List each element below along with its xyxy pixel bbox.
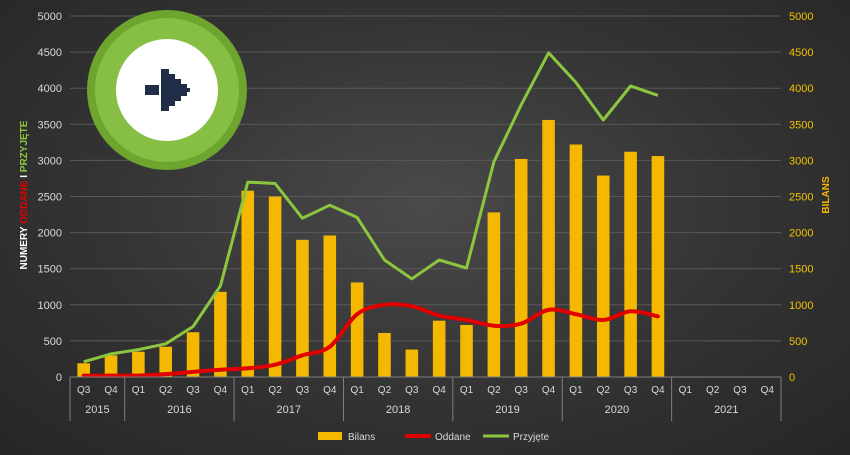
y-left-tick-label: 2000 [38,228,62,240]
bar-bilans [405,349,419,377]
y-right-tick-label: 1500 [789,264,813,276]
y-left-tick-label: 3500 [38,119,62,131]
y-left-tick-label: 4000 [38,83,62,95]
year-label: 2018 [386,404,410,416]
x-tick-label: Q2 [268,385,282,396]
y-axis-left-title: NUMERY ODDANE I PRZYJĘTE [19,120,30,269]
x-tick-label: Q2 [706,385,720,396]
bar-bilans [132,351,145,377]
x-tick-label: Q3 [186,385,200,396]
x-tick-label: Q4 [761,385,775,396]
bar-bilans [296,239,309,377]
x-tick-label: Q3 [77,385,91,396]
x-tick-label: Q3 [733,385,747,396]
x-tick-label: Q3 [296,385,310,396]
x-tick-label: Q2 [159,385,173,396]
y-axis-right-title: BILANS [821,176,832,214]
bar-bilans [487,212,501,377]
y-right-tick-label: 2500 [789,192,813,204]
x-axis-year-labels: 2015 2016 2017 2018 2019 2020 2021 [85,377,739,421]
bar-bilans [350,282,364,377]
y-left-tick-label: 500 [44,336,62,348]
y-right-tick-label: 500 [789,336,807,348]
y-left-tick-label: 1500 [38,264,62,276]
year-label: 2017 [277,404,301,416]
line-przyjete [83,51,659,364]
y-right-tick-label: 4000 [789,83,813,95]
y-left-tick-label: 2500 [38,192,62,204]
y-right-tick-label: 5000 [789,11,813,23]
x-tick-label: Q1 [350,385,364,396]
x-tick-label: Q1 [679,385,693,396]
arrow-right-icon [145,69,190,111]
legend-label: Oddane [435,432,471,443]
legend-swatch-bilans [318,432,342,440]
y-axis-left-title-part: NUMERY [19,224,30,270]
series-lines [81,51,660,378]
x-axis-quarter-labels: Q3 Q4 Q1 Q2 Q3 Q4 Q1 Q2 Q3 Q4 Q1 Q2 Q3 Q4 Q1 Q2 Q3 Q4 Q1 Q2… [77,385,774,396]
x-tick-label: Q4 [214,385,228,396]
bar-bilans [323,235,337,377]
x-tick-label: Q4 [651,385,665,396]
y-left-tick-label: 3000 [38,155,62,167]
bar-bilans [514,158,528,377]
bar-bilans [159,346,173,377]
x-tick-label: Q4 [433,385,447,396]
x-tick-label: Q4 [323,385,337,396]
year-label: 2021 [714,404,738,416]
bar-bilans [241,190,255,377]
year-label: 2015 [85,404,109,416]
year-label: 2016 [167,404,191,416]
bar-bilans [104,355,118,377]
year-label: 2020 [605,404,629,416]
y-right-tick-label: 3500 [789,119,813,131]
y-axis-right-ticks: 0 500 1000 1500 2000 2500 3000 3500 4000 4500 5000 [789,11,813,384]
bar-bilans [268,196,282,377]
y-left-tick-label: 1000 [38,300,62,312]
x-tick-label: Q3 [515,385,529,396]
x-tick-label: Q3 [624,385,638,396]
x-tick-label: Q1 [132,385,146,396]
x-tick-label: Q1 [241,385,255,396]
x-tick-label: Q3 [405,385,419,396]
y-left-tick-label: 0 [56,372,62,384]
bar-bilans [596,175,610,377]
x-tick-label: Q2 [487,385,501,396]
arrow-badge [87,10,247,170]
y-right-tick-label: 1000 [789,300,813,312]
x-tick-label: Q2 [378,385,392,396]
bar-bilans [569,144,583,377]
bar-bilans [542,119,555,377]
bar-bilans [186,332,200,377]
bar-bilans [432,320,446,377]
legend-label: Bilans [348,432,375,443]
y-axis-left-title-part: ODDANE [19,180,30,224]
y-axis-left-title-part: I [19,172,30,180]
y-right-tick-label: 0 [789,372,795,384]
y-right-tick-label: 4500 [789,47,813,59]
bar-bilans [651,156,665,377]
x-tick-label: Q2 [597,385,611,396]
y-left-tick-label: 4500 [38,47,62,59]
y-left-tick-label: 5000 [38,11,62,23]
bar-bilans [378,332,391,377]
bar-bilans [624,151,637,377]
x-tick-label: Q1 [569,385,583,396]
bar-bilans [460,325,473,377]
axes [69,376,782,421]
x-tick-label: Q4 [104,385,118,396]
y-right-tick-label: 3000 [789,155,813,167]
y-axis-left-title-part: PRZYJĘTE [19,120,30,172]
legend-label: Przyjęte [513,432,550,443]
y-axis-left-ticks: 0 500 1000 1500 2000 2500 3000 3500 4000 4500 5000 [38,11,62,384]
line-oddane [81,302,660,378]
legend: Bilans Oddane Przyjęte [318,432,550,443]
y-right-tick-label: 2000 [789,228,813,240]
x-tick-label: Q1 [460,385,474,396]
year-label: 2019 [495,404,519,416]
bar-bilans [77,363,90,377]
bar-bilans [214,291,227,377]
x-tick-label: Q4 [542,385,556,396]
